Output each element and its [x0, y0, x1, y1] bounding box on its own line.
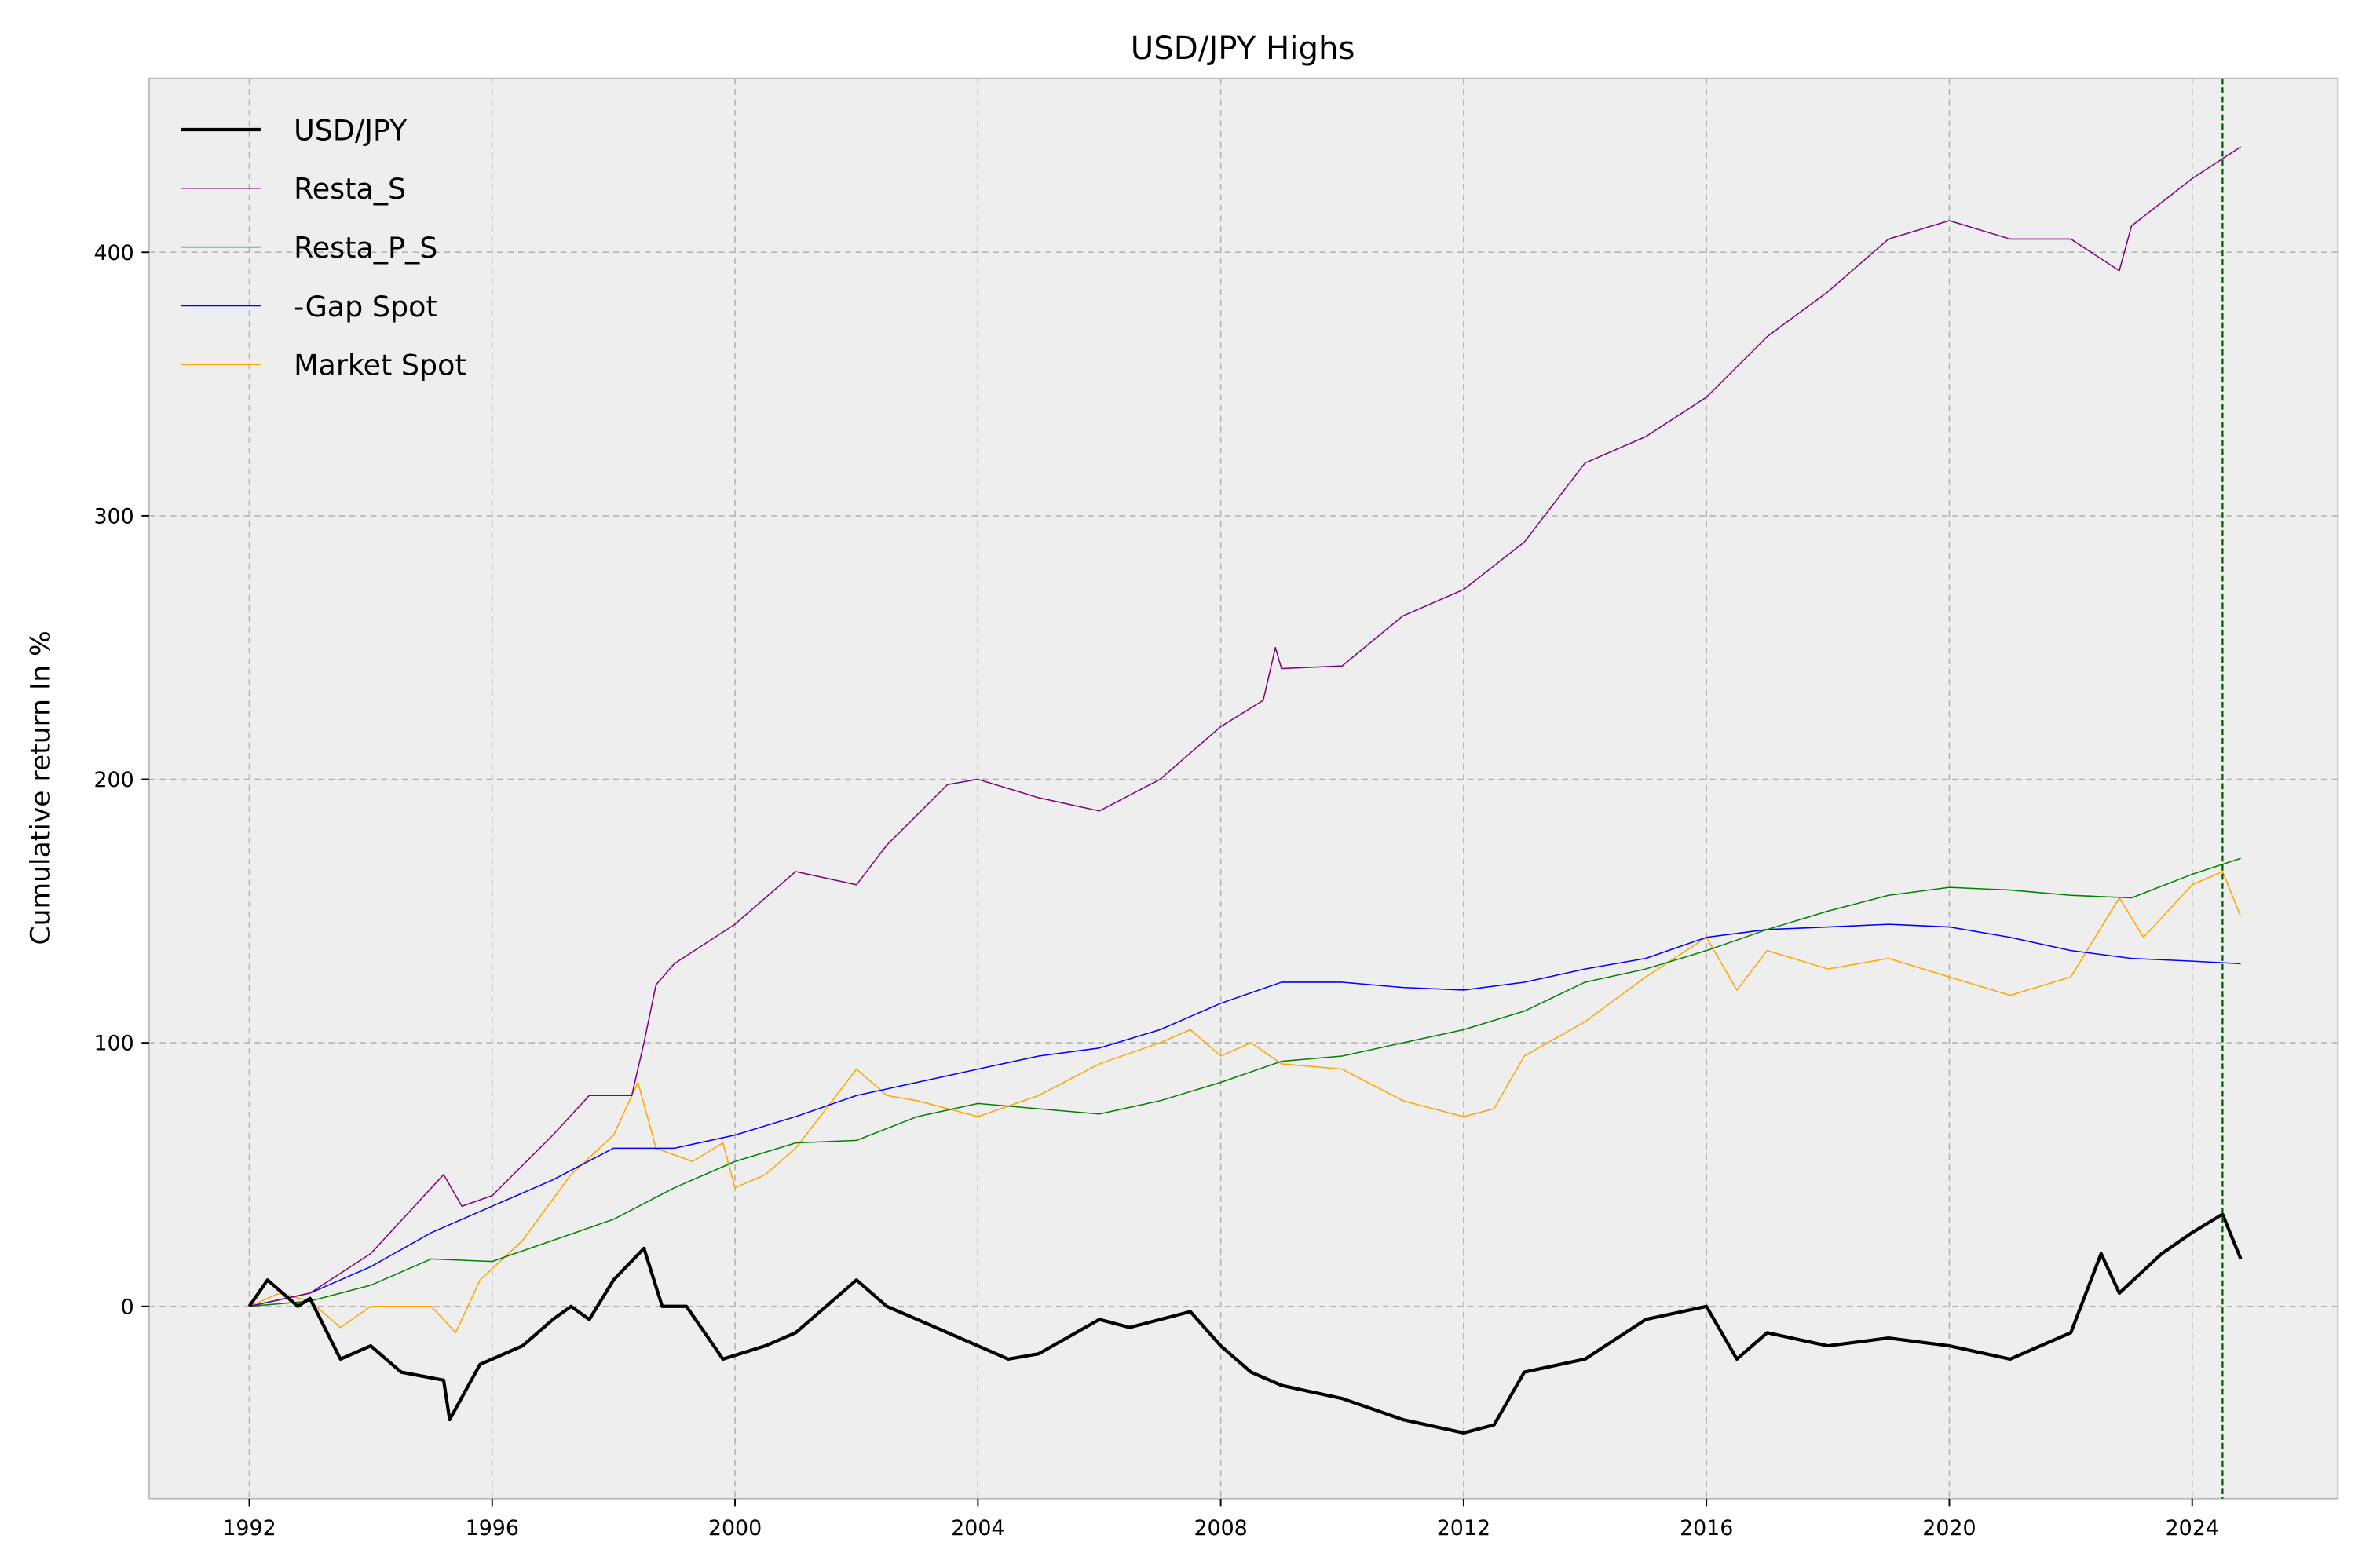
- y-tick-label: 100: [93, 1032, 133, 1056]
- plot-area: [148, 77, 2339, 1500]
- y-tick-label: 300: [93, 504, 133, 528]
- grid: [148, 78, 2338, 1499]
- y-tick-label: 400: [93, 241, 133, 265]
- x-tick-label: 1992: [222, 1516, 276, 1541]
- x-tick-label: 1996: [466, 1516, 519, 1541]
- x-tick-label: 2000: [708, 1516, 762, 1541]
- series-line-gap-spot: [249, 923, 2241, 1307]
- series-lines: [247, 78, 2243, 1499]
- x-tick-label: 2024: [2166, 1516, 2219, 1541]
- y-tick-label: 0: [121, 1295, 134, 1319]
- x-tick-label: 2004: [951, 1516, 1004, 1541]
- legend-label: USD/JPY: [294, 113, 408, 147]
- x-tick-label: 2012: [1437, 1516, 1490, 1541]
- y-tick-label: 200: [93, 768, 133, 792]
- series-line-resta-p-s: [249, 857, 2241, 1307]
- x-tick-label: 2016: [1680, 1516, 1733, 1541]
- chart-title: USD/JPY Highs: [1131, 31, 1355, 67]
- ticks: 1992 1996 2000 2004 2008 2012 2016 2020 2024 0 100…: [93, 241, 2218, 1541]
- legend-label: Resta_P_S: [294, 231, 437, 265]
- legend-label: Resta_S: [294, 172, 406, 206]
- series-line-usd-jpy: [247, 1212, 2243, 1435]
- x-tick-label: 2008: [1194, 1516, 1247, 1541]
- x-tick-label: 2020: [1922, 1516, 1976, 1541]
- series-line-market-spot: [249, 871, 2242, 1334]
- series-line-resta-s: [249, 146, 2241, 1307]
- y-axis-label: Cumulative return In %: [25, 630, 57, 945]
- legend-label: -Gap Spot: [294, 290, 437, 323]
- legend: USD/JPY Resta_S Resta_P_S -Gap Spot Market S…: [181, 113, 466, 382]
- legend-label: Market Spot: [294, 349, 466, 382]
